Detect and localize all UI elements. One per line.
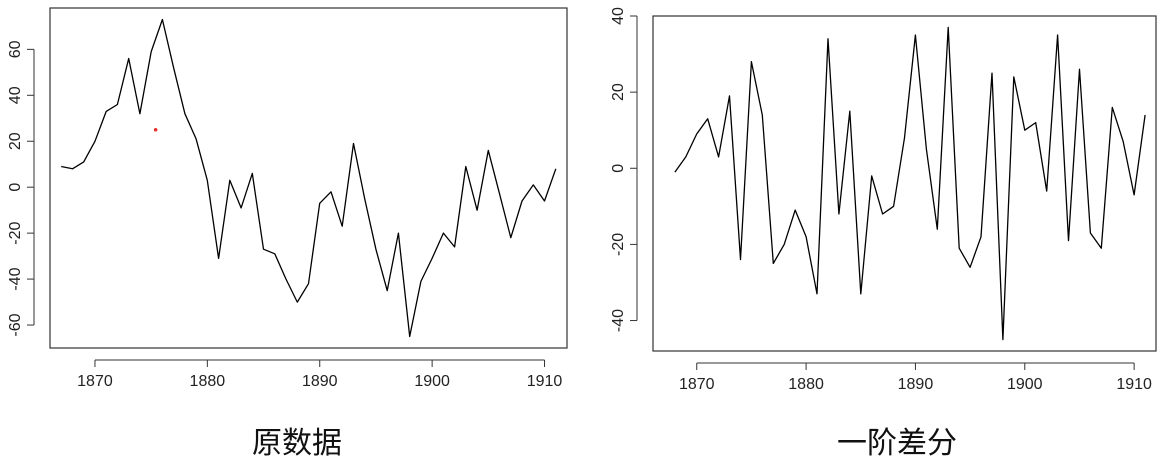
right-x-tick-label: 1870 [679, 376, 715, 393]
left-x-tick-label: 1910 [527, 373, 563, 390]
left-y-tick-label: -20 [7, 221, 24, 244]
left-x-tick-label: 1900 [414, 373, 450, 390]
chart-first-difference: 1870 1880 1890 1900 1910 -40 -20 0 20 40 一阶差分 [610, 7, 1157, 461]
left-annotations [153, 127, 158, 132]
chart-original-data: 1870 1880 1890 1900 1910 -60 -40 -20 0 20 40 60 原数据 [7, 7, 568, 461]
left-x-tick-label: 1870 [77, 373, 113, 390]
left-annotation-point [153, 127, 158, 132]
left-series-line [61, 18, 557, 338]
plot-frame-right [652, 15, 1157, 352]
right-y-tick-label: 0 [610, 164, 627, 173]
right-chart-caption: 一阶差分 [837, 426, 957, 461]
right-x-tick-label: 1910 [1116, 376, 1152, 393]
left-x-tick-label: 1880 [190, 373, 226, 390]
plot-frame-left [49, 7, 568, 349]
left-y-tick-label: -40 [7, 267, 24, 290]
left-y-tick-label: 40 [7, 86, 24, 104]
left-y-tick-label: 60 [7, 40, 24, 58]
left-y-tick-label: 20 [7, 132, 24, 150]
right-x-tick-label: 1900 [1007, 376, 1043, 393]
left-y-tick-label: -60 [7, 313, 24, 336]
right-x-tick-label: 1880 [788, 376, 824, 393]
right-x-tick-label: 1890 [898, 376, 934, 393]
right-axes: 1870 1880 1890 1900 1910 -40 -20 0 20 40 [610, 7, 1152, 393]
left-axes: 1870 1880 1890 1900 1910 -60 -40 -20 0 20 40 60 [7, 40, 562, 390]
right-series-line [674, 26, 1146, 341]
left-y-tick-label: 0 [7, 183, 24, 192]
right-y-tick-label: -20 [610, 233, 627, 256]
right-y-tick-label: -40 [610, 309, 627, 332]
right-y-tick-label: 40 [610, 7, 627, 25]
left-chart-caption: 原数据 [252, 426, 342, 461]
right-y-tick-label: 20 [610, 83, 627, 101]
left-x-tick-label: 1890 [302, 373, 338, 390]
